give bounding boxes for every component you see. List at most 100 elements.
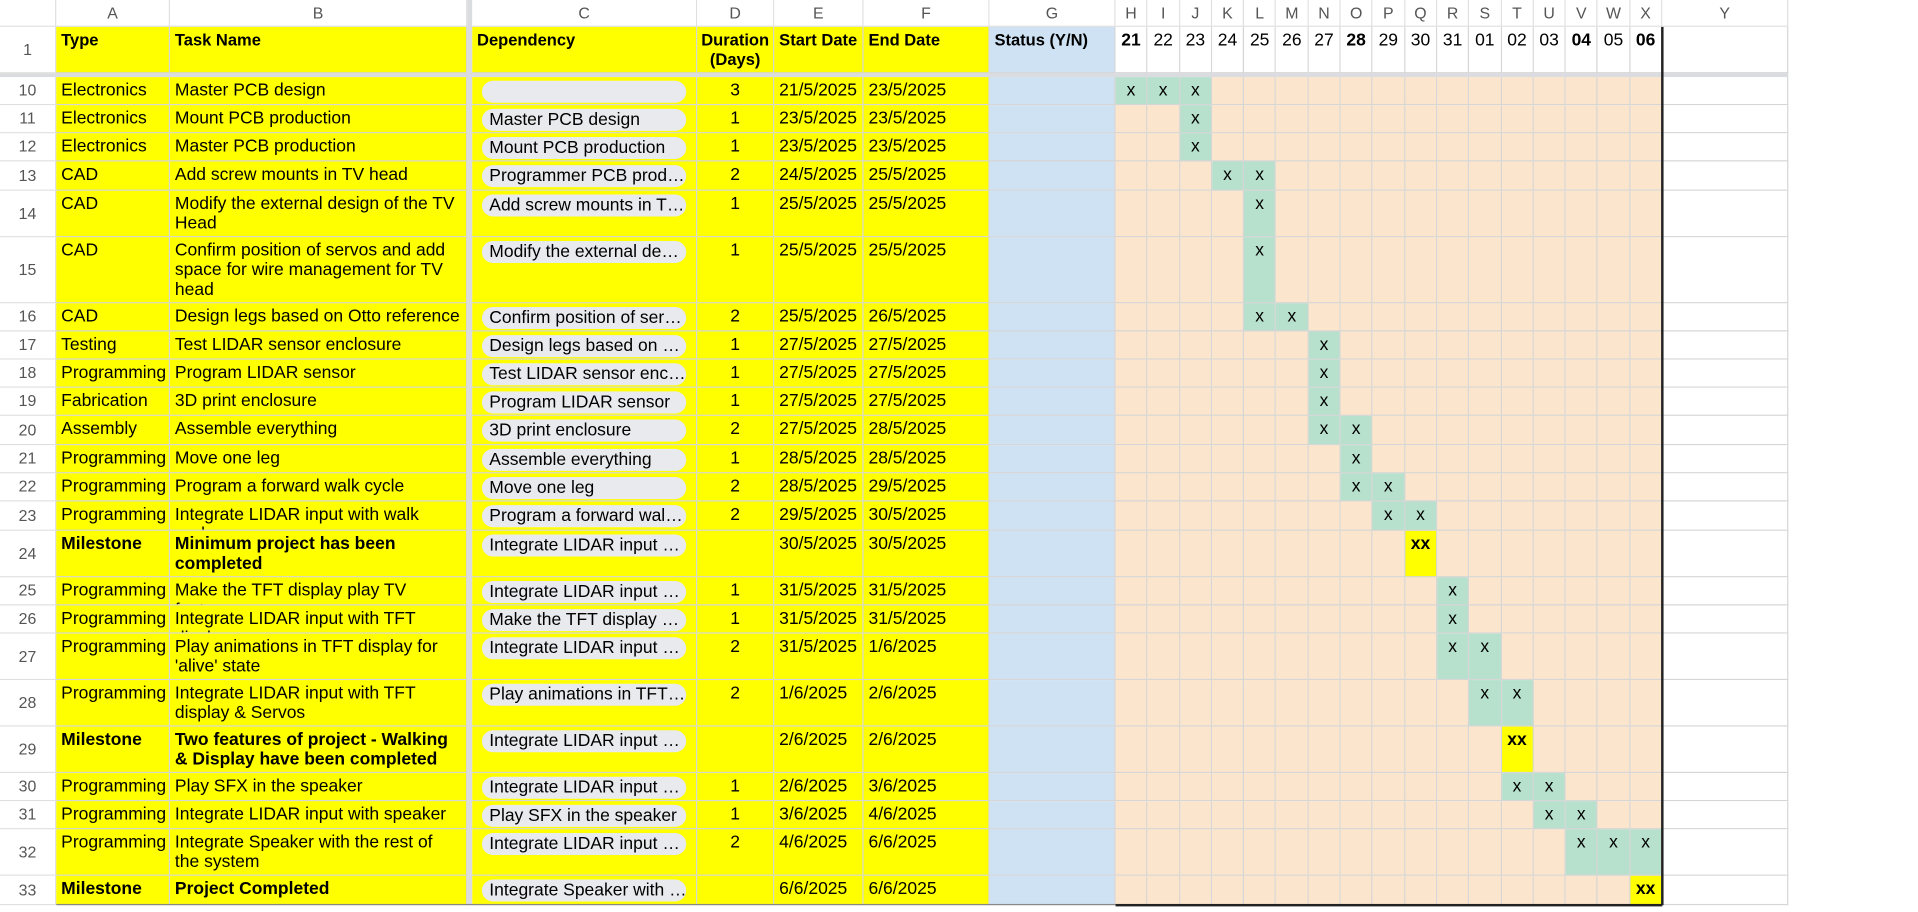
column-header[interactable]: P bbox=[1372, 0, 1405, 27]
status-cell[interactable] bbox=[989, 530, 1116, 578]
status-cell[interactable] bbox=[989, 387, 1116, 416]
status-cell[interactable] bbox=[989, 237, 1116, 304]
column-header[interactable]: Y bbox=[1662, 0, 1789, 27]
dependency-chip[interactable]: Assemble everything bbox=[481, 448, 687, 471]
row-number[interactable]: 12 bbox=[0, 133, 57, 162]
dependency-chip[interactable]: Integrate Speaker with … bbox=[481, 879, 687, 902]
column-header[interactable]: I bbox=[1147, 0, 1180, 27]
dependency-chip[interactable]: Modify the external de… bbox=[481, 240, 687, 263]
row-number[interactable]: 30 bbox=[0, 773, 57, 802]
row-number[interactable]: 19 bbox=[0, 387, 57, 416]
row-number[interactable]: 18 bbox=[0, 359, 57, 388]
column-header[interactable]: W bbox=[1597, 0, 1631, 27]
row-number[interactable]: 22 bbox=[0, 473, 57, 502]
column-header[interactable]: E bbox=[774, 0, 864, 27]
status-cell[interactable] bbox=[989, 605, 1116, 634]
row-number[interactable]: 17 bbox=[0, 331, 57, 360]
row-number[interactable]: 33 bbox=[0, 875, 57, 906]
row-number[interactable]: 27 bbox=[0, 633, 57, 681]
dependency-chip[interactable]: Integrate LIDAR input … bbox=[481, 534, 687, 557]
row-number[interactable]: 10 bbox=[0, 77, 57, 106]
dependency-chip[interactable]: Integrate LIDAR input … bbox=[481, 637, 687, 660]
row-number[interactable]: 20 bbox=[0, 415, 57, 446]
status-cell[interactable] bbox=[989, 331, 1116, 360]
status-cell[interactable] bbox=[989, 680, 1116, 727]
row-number[interactable]: 11 bbox=[0, 105, 57, 134]
dependency-chip[interactable]: Programmer PCB prod… bbox=[481, 165, 687, 188]
row-number[interactable]: 13 bbox=[0, 161, 57, 191]
row-number[interactable]: 32 bbox=[0, 829, 57, 876]
row-number[interactable]: 15 bbox=[0, 237, 57, 304]
column-header[interactable]: X bbox=[1630, 0, 1663, 27]
row-number[interactable]: 25 bbox=[0, 577, 57, 606]
column-header[interactable]: A bbox=[56, 0, 171, 27]
column-header[interactable]: C bbox=[472, 0, 698, 27]
column-header[interactable]: G bbox=[989, 0, 1116, 27]
dependency-chip[interactable]: Make the TFT display … bbox=[481, 609, 687, 632]
dependency-chip[interactable]: Move one leg bbox=[481, 477, 687, 500]
dependency-chip[interactable]: Mount PCB production bbox=[481, 136, 687, 160]
column-header[interactable]: R bbox=[1437, 0, 1470, 27]
status-cell[interactable] bbox=[989, 105, 1116, 134]
status-cell[interactable] bbox=[989, 633, 1116, 681]
status-cell[interactable] bbox=[989, 801, 1116, 830]
row-number[interactable]: 26 bbox=[0, 605, 57, 634]
status-cell[interactable] bbox=[989, 445, 1116, 474]
column-header[interactable]: F bbox=[863, 0, 990, 27]
row-number[interactable]: 31 bbox=[0, 801, 57, 830]
column-header[interactable]: H bbox=[1115, 0, 1148, 27]
row-number[interactable]: 28 bbox=[0, 680, 57, 727]
column-header[interactable]: V bbox=[1565, 0, 1598, 27]
column-header[interactable]: B bbox=[170, 0, 468, 27]
task-cell: Integrate LIDAR input with TFT display bbox=[170, 605, 468, 634]
row-number[interactable]: 29 bbox=[0, 726, 57, 774]
column-header[interactable]: M bbox=[1276, 0, 1309, 27]
status-cell[interactable] bbox=[989, 133, 1116, 162]
status-cell[interactable] bbox=[989, 473, 1116, 502]
dependency-chip[interactable]: Play SFX in the speaker bbox=[481, 804, 687, 827]
row-number[interactable]: 1 bbox=[0, 26, 57, 74]
column-header[interactable]: T bbox=[1501, 0, 1534, 27]
status-cell[interactable] bbox=[989, 726, 1116, 774]
dependency-chip[interactable]: Integrate LIDAR input … bbox=[481, 581, 687, 604]
status-cell[interactable] bbox=[989, 875, 1116, 906]
dependency-chip[interactable]: 3D print enclosure bbox=[481, 419, 687, 442]
row-number[interactable]: 14 bbox=[0, 190, 57, 238]
column-header[interactable]: U bbox=[1533, 0, 1566, 27]
row-number[interactable]: 21 bbox=[0, 445, 57, 474]
column-header[interactable]: L bbox=[1244, 0, 1277, 27]
dependency-chip[interactable]: Play animations in TFT… bbox=[481, 683, 687, 706]
column-header[interactable]: O bbox=[1340, 0, 1373, 27]
column-header[interactable]: N bbox=[1308, 0, 1341, 27]
column-header[interactable]: J bbox=[1179, 0, 1213, 27]
status-cell[interactable] bbox=[989, 773, 1116, 802]
gantt-cell bbox=[1147, 387, 1180, 416]
column-header[interactable]: D bbox=[697, 0, 775, 27]
dependency-chip[interactable]: Integrate LIDAR input … bbox=[481, 776, 687, 799]
dependency-chip[interactable]: Master PCB design bbox=[481, 108, 687, 131]
row-number[interactable]: 16 bbox=[0, 303, 57, 332]
dependency-chip[interactable]: Confirm position of ser… bbox=[481, 307, 687, 330]
dependency-chip[interactable]: Program a forward wal… bbox=[481, 505, 687, 528]
status-cell[interactable] bbox=[989, 501, 1116, 531]
status-cell[interactable] bbox=[989, 190, 1116, 238]
status-cell[interactable] bbox=[989, 359, 1116, 388]
dependency-chip[interactable]: Add screw mounts in T… bbox=[481, 194, 687, 217]
status-cell[interactable] bbox=[989, 77, 1116, 106]
dependency-chip[interactable] bbox=[481, 80, 687, 103]
status-cell[interactable] bbox=[989, 303, 1116, 332]
column-header[interactable]: Q bbox=[1405, 0, 1438, 27]
status-cell[interactable] bbox=[989, 415, 1116, 446]
column-header[interactable]: S bbox=[1469, 0, 1502, 27]
dependency-chip[interactable]: Integrate LIDAR input … bbox=[481, 832, 687, 856]
status-cell[interactable] bbox=[989, 577, 1116, 606]
dependency-chip[interactable]: Integrate LIDAR input … bbox=[481, 730, 687, 753]
status-cell[interactable] bbox=[989, 161, 1116, 191]
column-header[interactable]: K bbox=[1212, 0, 1245, 27]
dependency-chip[interactable]: Design legs based on … bbox=[481, 335, 687, 358]
row-number[interactable]: 24 bbox=[0, 530, 57, 578]
status-cell[interactable] bbox=[989, 829, 1116, 876]
row-number[interactable]: 23 bbox=[0, 501, 57, 531]
dependency-chip[interactable]: Program LIDAR sensor bbox=[481, 391, 687, 414]
dependency-chip[interactable]: Test LIDAR sensor enc… bbox=[481, 363, 687, 386]
